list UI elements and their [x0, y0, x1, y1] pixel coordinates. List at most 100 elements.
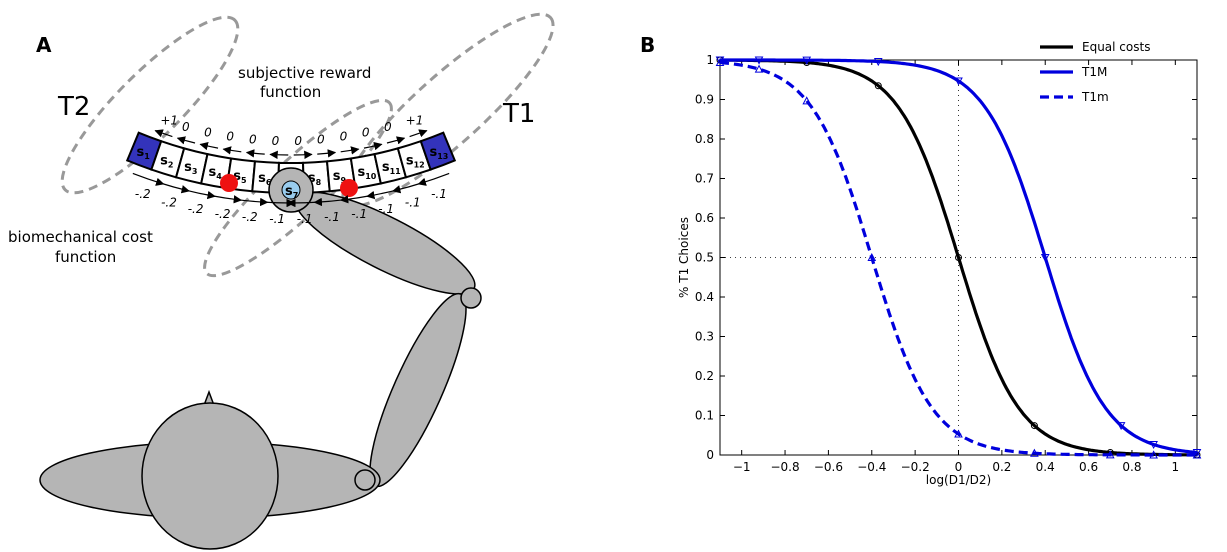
state-label-2: s2	[160, 153, 173, 169]
y-tick-label: 1	[706, 53, 714, 67]
cost-label-1: biomechanical cost	[8, 228, 153, 246]
data-point	[954, 429, 963, 438]
shoulder-joint	[354, 469, 376, 491]
y-tick-label: 0	[706, 448, 714, 462]
data-point	[1030, 448, 1039, 457]
legend-label-3: T1m	[1081, 90, 1109, 104]
y-tick-label: 0.6	[695, 211, 714, 225]
arrows	[132, 129, 450, 208]
reward-arrow-right-5	[386, 136, 406, 145]
data-point	[802, 96, 812, 105]
cost-weight-right-5: -.1	[324, 210, 340, 224]
reward-weight-left-5: 0	[182, 120, 190, 134]
state-label-11: s11	[382, 160, 401, 176]
state-label-12: s12	[406, 153, 425, 169]
arm	[294, 191, 482, 488]
target-t1-label: T1	[502, 99, 535, 129]
panel-a-label: A	[36, 33, 52, 57]
y-tick-label: 0.2	[695, 369, 714, 383]
state-label-13: s13	[429, 145, 448, 161]
target-t2-label: T2	[57, 92, 90, 122]
data-point	[1149, 450, 1158, 459]
ellipse-t2	[60, 15, 240, 195]
weights: 0 00 00 00 00 0+1 +1-.2 -.1-.2 -.1-.2 -.1-.2 -.1-.…	[135, 113, 447, 225]
data-point	[802, 56, 812, 65]
cost-label-2: function	[55, 248, 116, 266]
data-point	[873, 58, 883, 67]
cost-weight-left-1: -.2	[135, 187, 151, 201]
y-tick-label: 0.4	[695, 290, 714, 304]
reward-arrow-left-4	[199, 141, 219, 151]
chart: −1 −0.8 −0.6 −0.4 −0.2 0 0.2 0.4 0.6 0.8 1 0 0.1 0.2 0…	[677, 40, 1202, 487]
reward-weight-right-3: 0	[340, 130, 348, 144]
reward-label-2: function	[260, 83, 321, 101]
panel-b-label: B	[640, 33, 655, 57]
ellipse-t1	[341, 12, 555, 208]
state-label-3: s3	[184, 160, 197, 176]
reward-weight-left-2: 0	[249, 132, 257, 146]
x-axis-label: log(D1/D2)	[926, 473, 991, 487]
reward-arrow-left-5	[176, 136, 196, 145]
cost-weight-left-2: -.2	[161, 195, 177, 209]
y-tick-label: 0.1	[695, 409, 714, 423]
y-tick-label: 0.5	[695, 251, 714, 265]
panel-b: B −1 −0.8 −0.6 −0.4 −0.2 0 0.2 0.4 0.6 0.8 1 0 0.1 0.…	[640, 33, 1202, 487]
dashed-ellipses	[60, 12, 555, 278]
state-label-7: s7	[285, 184, 298, 200]
state-label-5: s5	[233, 169, 247, 185]
y-tick-label: 0.8	[695, 132, 714, 146]
state-label-6: s6	[258, 171, 272, 187]
x-tick-label: −0.4	[857, 460, 886, 474]
data-point	[715, 56, 725, 65]
x-tick-label: −0.8	[770, 460, 799, 474]
red-dot-s9	[340, 179, 358, 197]
data-point	[955, 254, 962, 261]
state-label-9: s9	[333, 169, 347, 185]
body	[39, 389, 381, 550]
x-tick-label: 0.6	[1079, 460, 1098, 474]
cost-weight-right-6: -.1	[297, 212, 313, 226]
reward-arrow-left-1	[269, 150, 289, 160]
y-tick-label: 0.3	[695, 330, 714, 344]
legend-label-1: Equal costs	[1082, 40, 1150, 54]
reward-weight-right-5: 0	[384, 120, 392, 134]
cost-weight-left-4: -.2	[215, 207, 231, 221]
reward-weight-left-3: 0	[226, 130, 234, 144]
cost-weight-right-1: -.1	[431, 187, 447, 201]
x-tick-label: 0	[955, 460, 963, 474]
data-point	[1040, 254, 1050, 263]
cost-weight-right-3: -.1	[378, 202, 394, 216]
x-tick-label: 0.2	[992, 460, 1011, 474]
reward-weight-left-1: 0	[272, 134, 280, 148]
reward-label-1: subjective reward	[238, 64, 371, 82]
x-tick-label: −0.6	[814, 460, 843, 474]
reward-arrow-left-6	[154, 129, 173, 138]
state-label-8: s8	[308, 171, 322, 187]
cost-weight-left-6: -.1	[269, 212, 285, 226]
reward-arrow-right-4	[363, 141, 383, 151]
series-line-1	[719, 58, 1198, 457]
y-tick-label: 0.9	[695, 93, 714, 107]
reward-weight-right-6: +1	[406, 113, 424, 127]
data-point	[867, 252, 877, 261]
data-point	[1105, 450, 1115, 459]
reward-weight-left-6: +1	[160, 113, 178, 127]
reward-weight-right-1: 0	[294, 134, 302, 148]
reward-arrow-left-2	[245, 149, 265, 158]
x-tick-label: 1	[1171, 460, 1179, 474]
y-axis-label: % T1 Choices	[677, 217, 691, 298]
reward-arrow-right-2	[317, 149, 337, 158]
data-point	[954, 77, 963, 86]
state-label-10: s10	[357, 165, 376, 181]
data-point	[754, 56, 764, 65]
legend: Equal costs T1M T1m	[1040, 40, 1150, 104]
head	[141, 402, 279, 550]
state-label-1: s1	[137, 145, 151, 161]
data-point	[874, 82, 882, 90]
series-line-3	[719, 60, 1197, 457]
red-dot-s5	[220, 174, 238, 192]
cost-weight-right-2: -.1	[405, 195, 421, 209]
state-cell-13	[419, 131, 457, 171]
data-point	[715, 57, 725, 67]
